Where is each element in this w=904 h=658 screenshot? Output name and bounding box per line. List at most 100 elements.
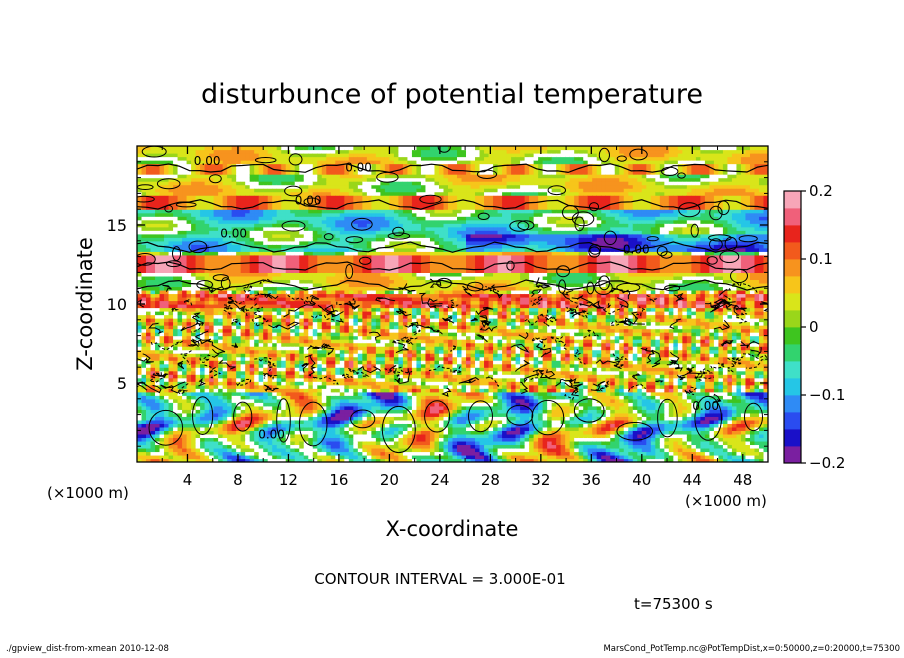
- heatmap-cell: [353, 286, 359, 291]
- heatmap-cell: [146, 177, 152, 182]
- heatmap-cell: [141, 272, 147, 277]
- heatmap-cell: [173, 328, 179, 333]
- heatmap-cell: [182, 367, 188, 372]
- heatmap-cell: [164, 279, 170, 284]
- heatmap-cell: [312, 146, 318, 151]
- heatmap-cell: [146, 430, 152, 435]
- heatmap-cell: [173, 349, 179, 354]
- heatmap-cell: [294, 384, 300, 389]
- heatmap-cell: [213, 184, 219, 189]
- heatmap-cell: [177, 230, 183, 235]
- heatmap-cell: [227, 167, 233, 172]
- heatmap-cell: [312, 321, 318, 326]
- heatmap-cell: [285, 447, 291, 453]
- heatmap-cell: [312, 170, 318, 175]
- heatmap-cell: [312, 419, 318, 424]
- heatmap-cell: [308, 160, 314, 165]
- heatmap-cell: [353, 416, 359, 421]
- heatmap-cell: [281, 363, 287, 368]
- heatmap-cell: [200, 160, 206, 165]
- heatmap-cell: [384, 458, 390, 462]
- heatmap-cell: [231, 237, 237, 242]
- heatmap-cell: [371, 367, 377, 372]
- heatmap-cell: [173, 405, 179, 410]
- heatmap-cell: [236, 311, 242, 316]
- heatmap-cell: [186, 339, 192, 344]
- heatmap-cell: [353, 335, 359, 340]
- heatmap-cell: [240, 265, 246, 270]
- heatmap-cell: [204, 328, 210, 333]
- heatmap-cell: [276, 377, 282, 382]
- heatmap-cell: [321, 307, 327, 312]
- heatmap-cell: [168, 349, 174, 354]
- heatmap-cell: [146, 181, 152, 186]
- heatmap-cell: [182, 261, 188, 266]
- heatmap-cell: [303, 237, 309, 242]
- heatmap-cell: [344, 360, 350, 365]
- heatmap-cell: [344, 209, 350, 214]
- heatmap-cell: [164, 346, 170, 351]
- heatmap-cell: [312, 195, 318, 200]
- heatmap-cell: [357, 325, 363, 330]
- heatmap-cell: [384, 370, 390, 375]
- heatmap-cell: [173, 268, 179, 273]
- heatmap-cell: [366, 212, 372, 217]
- heatmap-cell: [326, 188, 332, 193]
- heatmap-cell: [366, 191, 372, 196]
- heatmap-cell: [213, 346, 219, 351]
- heatmap-cell: [353, 177, 359, 182]
- heatmap-cell: [339, 300, 345, 305]
- heatmap-cell: [344, 363, 350, 368]
- heatmap-cell: [168, 167, 174, 172]
- heatmap-cell: [249, 230, 255, 235]
- heatmap-cell: [294, 230, 300, 235]
- heatmap-cell: [177, 202, 183, 207]
- heatmap-cell: [344, 430, 350, 435]
- heatmap-cell: [146, 440, 152, 446]
- heatmap-cell: [213, 223, 219, 228]
- heatmap-cell: [317, 377, 323, 382]
- heatmap-cell: [317, 149, 323, 154]
- heatmap-cell: [182, 332, 188, 337]
- heatmap-cell: [267, 416, 273, 421]
- heatmap-cell: [371, 356, 377, 361]
- heatmap-cell: [245, 458, 251, 462]
- heatmap-cell: [137, 244, 143, 249]
- heatmap-cell: [222, 318, 228, 323]
- heatmap-cell: [308, 261, 314, 266]
- heatmap-cell: [326, 370, 332, 375]
- heatmap-cell: [362, 388, 368, 393]
- heatmap-cell: [308, 360, 314, 365]
- heatmap-cell: [222, 374, 228, 379]
- heatmap-cell: [339, 388, 345, 393]
- heatmap-cell: [186, 437, 192, 442]
- heatmap-cell: [317, 286, 323, 291]
- heatmap-cell: [366, 339, 372, 344]
- heatmap-cell: [380, 300, 386, 305]
- heatmap-cell: [380, 346, 386, 351]
- heatmap-cell: [150, 156, 156, 161]
- heatmap-cell: [272, 240, 278, 245]
- heatmap-cell: [245, 451, 251, 456]
- heatmap-cell: [236, 356, 242, 361]
- heatmap-cell: [164, 335, 170, 340]
- heatmap-cell: [227, 261, 233, 266]
- heatmap-cell: [146, 349, 152, 354]
- heatmap-cell: [249, 398, 255, 403]
- heatmap-cell: [348, 451, 354, 456]
- heatmap-cell: [240, 360, 246, 365]
- heatmap-cell: [191, 395, 197, 400]
- heatmap-cell: [191, 174, 197, 179]
- heatmap-cell: [317, 300, 323, 305]
- heatmap-cell: [344, 160, 350, 165]
- heatmap-cell: [227, 454, 233, 460]
- heatmap-cell: [281, 275, 287, 281]
- heatmap-cell: [186, 398, 192, 403]
- heatmap-cell: [294, 458, 300, 462]
- heatmap-cell: [290, 416, 296, 421]
- heatmap-cell: [384, 360, 390, 365]
- heatmap-cell: [240, 296, 246, 302]
- heatmap-cell: [236, 342, 242, 347]
- heatmap-cell: [366, 282, 372, 288]
- heatmap-cell: [249, 321, 255, 326]
